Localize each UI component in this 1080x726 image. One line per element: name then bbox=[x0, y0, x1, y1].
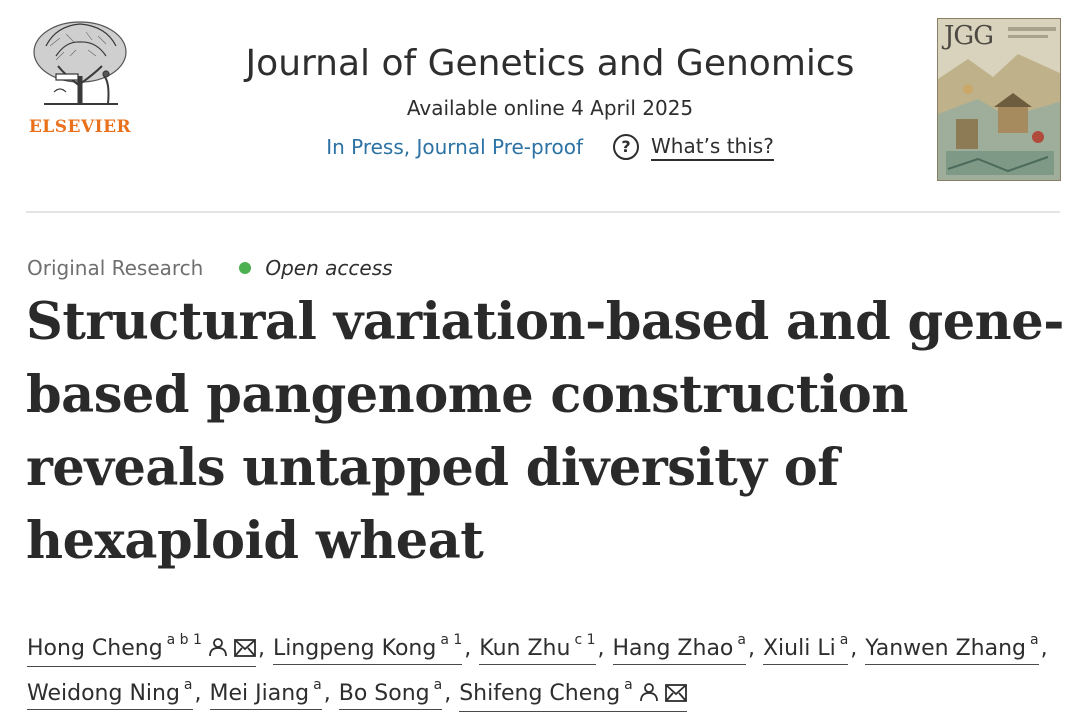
author-link[interactable]: Bo Song a bbox=[338, 671, 443, 710]
author-link[interactable]: Hong Cheng a b 1 bbox=[27, 626, 256, 667]
author-link[interactable]: Hang Zhao a bbox=[612, 626, 746, 665]
author-name: Hong Cheng bbox=[27, 636, 163, 661]
article-title: Structural variation-based and gene-base… bbox=[26, 292, 1064, 571]
author-name: Hang Zhao bbox=[612, 636, 734, 661]
author-separator: , bbox=[257, 636, 265, 661]
journal-header: Journal of Genetics and Genomics Availab… bbox=[200, 40, 900, 162]
author-separator: , bbox=[444, 681, 452, 706]
availability-date: Available online 4 April 2025 bbox=[406, 96, 694, 120]
article-type: Original Research bbox=[27, 256, 204, 280]
author-list: Hong Cheng a b 1, Lingpeng Kong a 1, Kun Zhu… bbox=[27, 626, 1067, 716]
header-divider bbox=[26, 211, 1060, 213]
author-link[interactable]: Shifeng Cheng a bbox=[459, 671, 687, 712]
author-link[interactable]: Mei Jiang a bbox=[209, 671, 322, 710]
author-affiliation: c 1 bbox=[574, 632, 596, 648]
question-circle-icon: ? bbox=[613, 134, 640, 160]
open-access-dot-icon bbox=[239, 262, 252, 274]
author-separator: , bbox=[850, 636, 858, 661]
envelope-icon bbox=[234, 637, 256, 665]
open-access-label: Open access bbox=[265, 256, 393, 280]
cover-title: JGG bbox=[944, 21, 994, 51]
author-affiliation: a b 1 bbox=[166, 632, 202, 648]
author-separator: , bbox=[597, 636, 605, 661]
author-affiliation: a bbox=[839, 632, 849, 648]
in-press-link[interactable]: In Press, Journal Pre-proof bbox=[326, 135, 584, 159]
author-name: Yanwen Zhang bbox=[865, 636, 1026, 661]
whats-this-label: What’s this? bbox=[651, 134, 774, 161]
person-icon bbox=[208, 637, 228, 665]
article-meta: Original Research Open access bbox=[27, 253, 393, 283]
journal-title-link[interactable]: Journal of Genetics and Genomics bbox=[245, 43, 855, 84]
author-name: Kun Zhu bbox=[479, 636, 571, 661]
author-separator: , bbox=[1040, 636, 1048, 661]
elsevier-tree-icon bbox=[33, 21, 127, 105]
author-affiliation: a bbox=[1030, 632, 1039, 648]
author-name: Bo Song bbox=[338, 681, 430, 706]
publication-status: In Press, Journal Pre-proof ? What’s thi… bbox=[200, 132, 900, 162]
author-separator: , bbox=[323, 681, 331, 706]
author-link[interactable]: Yanwen Zhang a bbox=[865, 626, 1039, 665]
person-icon bbox=[639, 682, 659, 710]
elsevier-wordmark: ELSEVIER bbox=[28, 117, 132, 137]
author-affiliation: a bbox=[183, 677, 193, 693]
author-affiliation: a bbox=[737, 632, 746, 648]
whats-this-button[interactable]: ? What’s this? bbox=[613, 134, 774, 161]
author-name: Shifeng Cheng bbox=[459, 681, 621, 706]
author-affiliation: a bbox=[433, 677, 443, 693]
journal-cover-image[interactable]: JGG bbox=[937, 18, 1061, 181]
author-name: Xiuli Li bbox=[762, 636, 836, 661]
author-link[interactable]: Weidong Ning a bbox=[27, 671, 193, 710]
author-name: Mei Jiang bbox=[209, 681, 310, 706]
author-affiliation: a 1 bbox=[440, 632, 463, 648]
author-link[interactable]: Xiuli Li a bbox=[762, 626, 849, 665]
author-separator: , bbox=[464, 636, 472, 661]
author-name: Lingpeng Kong bbox=[272, 636, 437, 661]
author-separator: , bbox=[747, 636, 755, 661]
elsevier-logo[interactable]: ELSEVIER bbox=[22, 16, 138, 140]
author-affiliation: a bbox=[313, 677, 322, 693]
author-separator: , bbox=[194, 681, 202, 706]
author-affiliation: a bbox=[624, 677, 633, 693]
author-link[interactable]: Lingpeng Kong a 1 bbox=[272, 626, 463, 665]
author-link[interactable]: Kun Zhu c 1 bbox=[479, 626, 596, 665]
cover-artwork bbox=[938, 19, 1060, 180]
envelope-icon bbox=[664, 682, 687, 710]
author-name: Weidong Ning bbox=[27, 681, 180, 706]
